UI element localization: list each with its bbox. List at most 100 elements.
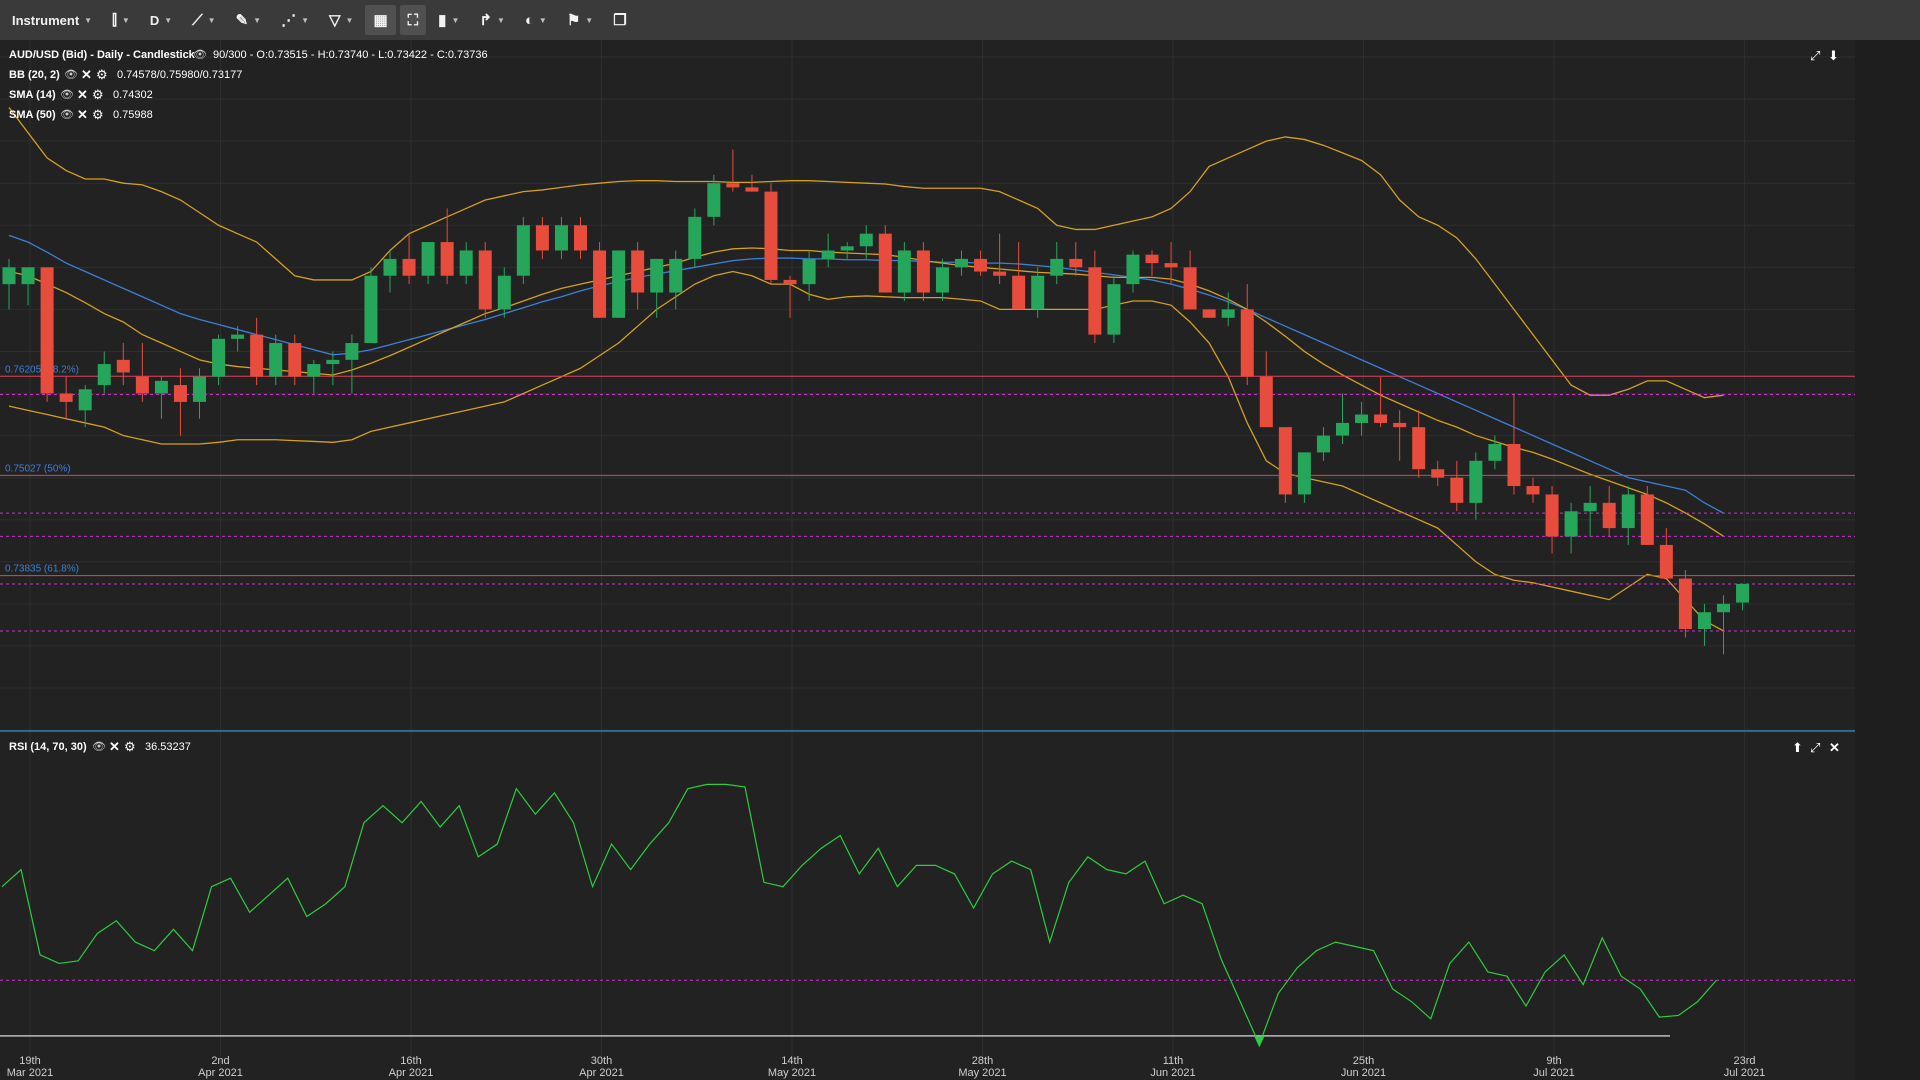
candle[interactable] [78,385,92,428]
arrow-up-icon[interactable]: ⬆ [1792,740,1803,755]
candle[interactable] [516,216,530,285]
theme-menu[interactable]: ◐ ▼ [517,5,555,35]
close-icon[interactable]: ✕ [77,87,88,102]
candle[interactable] [135,343,149,402]
candle[interactable] [1488,435,1502,470]
candle[interactable] [993,233,1007,285]
arrow-down-icon[interactable]: ⬇ [1828,48,1839,63]
eye-icon[interactable]: 👁 [92,741,106,753]
candle[interactable] [1545,486,1559,554]
candle[interactable] [1107,275,1121,344]
chart-type-menu[interactable]: ⫿ ▼ [104,5,138,35]
candle[interactable] [459,242,473,285]
candle[interactable] [97,351,111,394]
candle[interactable] [574,216,587,259]
candle[interactable] [593,242,607,318]
candle[interactable] [269,334,283,386]
candle[interactable] [955,250,968,276]
candle[interactable] [1088,250,1102,344]
candle[interactable] [535,216,549,259]
candle[interactable] [288,334,302,386]
candle[interactable] [935,258,949,301]
candle[interactable] [1640,486,1654,545]
gear-icon[interactable]: ⚙ [92,107,104,122]
candle[interactable] [497,267,511,318]
candle[interactable] [631,242,645,310]
candle[interactable] [821,233,835,268]
candle[interactable] [478,242,492,318]
candle[interactable] [1469,452,1483,520]
expand-icon[interactable]: ⤢ [1810,740,1820,755]
candle[interactable] [1564,502,1578,554]
expand-icon[interactable]: ⤢ [1810,48,1820,63]
candles[interactable] [2,149,1750,655]
candle[interactable] [173,368,187,436]
detach-button[interactable]: ❐ [605,5,634,35]
shapes-menu[interactable]: ▽ ▼ [321,5,361,35]
eye-icon[interactable]: 👁 [60,89,74,101]
candle[interactable] [59,376,73,419]
language-menu[interactable]: ⚑ ▼ [559,5,601,35]
candle[interactable] [1374,376,1388,428]
candle[interactable] [402,233,416,285]
eye-icon[interactable]: 👁 [60,109,74,121]
candle[interactable] [1450,460,1464,512]
drawing-tools-menu[interactable]: ✎ ▼ [228,5,270,35]
candle[interactable] [1050,242,1064,285]
candle[interactable] [802,250,816,301]
candle[interactable] [1126,250,1140,293]
candle[interactable] [878,225,892,293]
candle[interactable] [1507,393,1521,495]
candle[interactable] [1583,486,1597,537]
candle[interactable] [1336,393,1349,444]
rsi-panel[interactable] [0,783,1855,1048]
candle[interactable] [859,225,873,259]
fullscreen-button[interactable]: ⛶ [399,5,427,35]
candle[interactable] [116,343,130,386]
candle[interactable] [1736,583,1750,611]
candle[interactable] [1526,477,1540,503]
candle[interactable] [1031,267,1045,318]
candle[interactable] [1678,570,1692,638]
candle[interactable] [1393,410,1407,461]
candle[interactable] [2,258,16,310]
candle[interactable] [1278,427,1292,503]
close-icon[interactable]: ✕ [77,107,88,122]
candle[interactable] [440,208,454,285]
candle[interactable] [212,334,226,386]
candle[interactable] [250,317,264,386]
candle[interactable] [1717,595,1730,655]
candle[interactable] [21,267,35,306]
close-icon[interactable]: ✕ [1829,740,1840,755]
candle[interactable] [764,183,778,285]
layout-button[interactable]: ▦ [365,5,396,35]
candle[interactable] [1069,242,1083,276]
candle[interactable] [193,368,206,419]
close-icon[interactable]: ✕ [109,739,120,754]
candle[interactable] [383,250,397,293]
share-menu[interactable]: ↱ ▼ [471,5,513,35]
candle[interactable] [669,250,683,310]
eye-icon[interactable]: 👁 [193,49,207,61]
instrument-menu[interactable]: Instrument ▼ [4,5,100,35]
candle[interactable] [650,258,664,318]
candle[interactable] [745,174,759,192]
line-tools-menu[interactable]: ⟋ ▼ [184,5,223,35]
candle[interactable] [326,351,340,386]
pattern-tools-menu[interactable]: ⋰ ▼ [273,5,317,35]
period-menu[interactable]: D ▼ [142,5,180,35]
candle[interactable] [364,267,378,344]
candle[interactable] [1697,603,1711,646]
candle[interactable] [897,242,911,301]
candle[interactable] [688,208,702,268]
chart-area[interactable]: 0.76205 (38.2%)0.75027 (50%)0.73835 (61.… [0,40,1920,1080]
candle[interactable] [1602,486,1616,537]
candle[interactable] [1316,427,1330,461]
candle[interactable] [1659,528,1673,579]
candle[interactable] [916,242,930,301]
candle[interactable] [726,149,740,192]
candle[interactable] [1145,250,1159,276]
gear-icon[interactable]: ⚙ [92,87,104,102]
candle[interactable] [1221,292,1235,327]
candle[interactable] [840,242,854,259]
